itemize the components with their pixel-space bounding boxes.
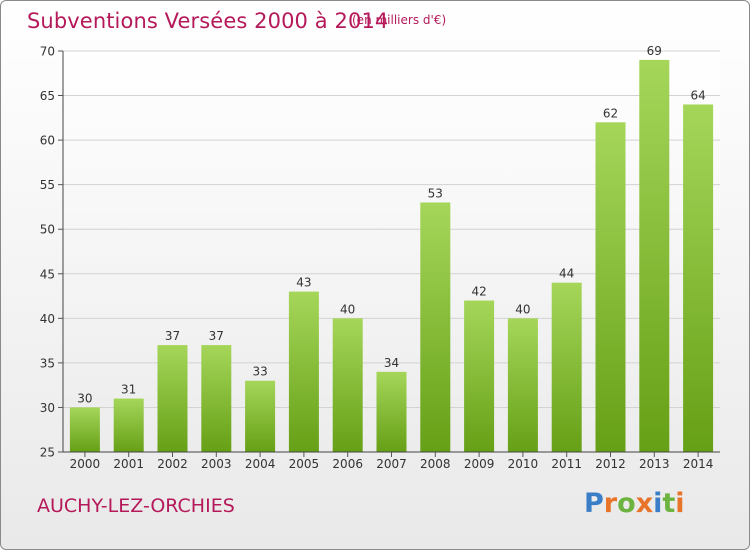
bar-2006	[332, 318, 363, 452]
chart-title: Subventions Versées 2000 à 2014	[27, 9, 389, 33]
logo-letter: t	[662, 488, 676, 519]
bar-2002	[157, 345, 188, 452]
data-label-2010: 40	[515, 302, 530, 316]
logo-letter: r	[603, 488, 618, 519]
bar-2005	[288, 291, 319, 452]
x-tick-label-2009: 2009	[464, 457, 495, 471]
proxiti-logo: Proxiti	[584, 488, 685, 519]
y-tick-label: 60	[40, 134, 55, 148]
x-tick-label-2013: 2013	[639, 457, 670, 471]
y-tick-label: 40	[40, 312, 55, 326]
data-label-2007: 34	[384, 356, 399, 370]
x-tick-label-2002: 2002	[157, 457, 188, 471]
x-tick-label-2004: 2004	[245, 457, 276, 471]
y-tick-label: 65	[40, 89, 55, 103]
logo-letter: P	[584, 488, 604, 519]
y-tick-label: 70	[40, 45, 55, 59]
data-label-2001: 31	[121, 383, 136, 397]
logo-letter: i	[653, 488, 663, 519]
logo-letter: i	[675, 488, 685, 519]
x-tick-label-2001: 2001	[113, 457, 144, 471]
bar-2010	[507, 318, 538, 452]
logo-letter: o	[617, 488, 636, 519]
data-label-2011: 44	[559, 267, 574, 281]
data-label-2002: 37	[165, 329, 180, 343]
data-label-2004: 33	[252, 365, 267, 379]
x-tick-label-2003: 2003	[201, 457, 232, 471]
logo-letter: x	[635, 488, 654, 519]
x-tick-label-2010: 2010	[508, 457, 539, 471]
x-tick-label-2008: 2008	[420, 457, 451, 471]
data-label-2005: 43	[296, 276, 311, 290]
bar-2011	[551, 282, 582, 452]
data-label-2000: 30	[77, 391, 92, 405]
x-tick-label-2005: 2005	[289, 457, 320, 471]
y-tick-label: 55	[40, 178, 55, 192]
data-label-2003: 37	[209, 329, 224, 343]
x-tick-label-2012: 2012	[595, 457, 626, 471]
bar-2000	[69, 407, 100, 452]
bar-2012	[595, 122, 626, 453]
y-tick-label: 25	[40, 446, 55, 460]
x-tick-label-2006: 2006	[332, 457, 363, 471]
y-tick-label: 35	[40, 356, 55, 370]
bar-2014	[683, 104, 714, 452]
town-name: AUCHY-LEZ-ORCHIES	[37, 495, 235, 517]
bar-2007	[376, 371, 407, 452]
data-label-2012: 62	[603, 106, 618, 120]
bar-2004	[245, 380, 276, 452]
x-tick-label-2011: 2011	[551, 457, 582, 471]
data-label-2013: 69	[647, 44, 662, 58]
bar-2009	[464, 300, 495, 452]
bar-2013	[639, 59, 670, 453]
bar-chart: 30 31 37 37 33 43 40 34 53 42 40 44 62 69 64 25 30 35 40 4…	[40, 44, 720, 471]
x-tick-label-2000: 2000	[70, 457, 101, 471]
bar-2003	[201, 345, 232, 452]
x-tick-label-2014: 2014	[683, 457, 714, 471]
data-label-2006: 40	[340, 302, 355, 316]
y-tick-label: 50	[40, 223, 55, 237]
data-label-2014: 64	[690, 88, 705, 102]
chart-unit: (en milliers d'€)	[352, 13, 447, 27]
y-tick-label: 30	[40, 401, 55, 415]
bar-2008	[420, 202, 451, 452]
bar-2001	[113, 398, 144, 452]
x-tick-label-2007: 2007	[376, 457, 407, 471]
data-label-2008: 53	[428, 186, 443, 200]
y-tick-label: 45	[40, 267, 55, 281]
data-label-2009: 42	[471, 285, 486, 299]
